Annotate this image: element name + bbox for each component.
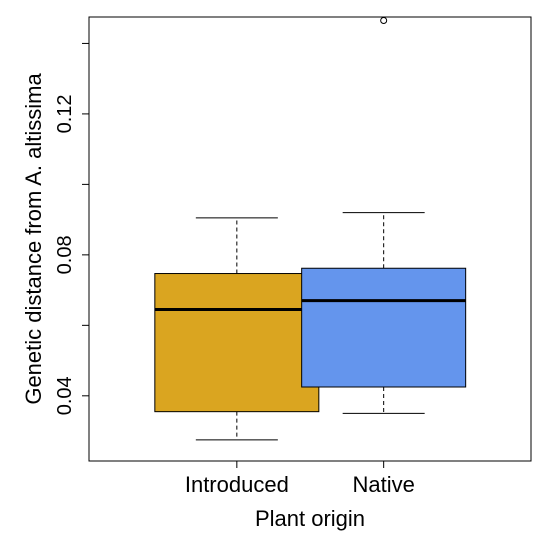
box-introduced — [154, 217, 320, 441]
y-tick-label: 0.08 — [54, 235, 76, 274]
y-axis-label: Genetic distance from A. altissima — [21, 73, 46, 405]
y-tick-label: 0.12 — [54, 94, 76, 133]
box-native — [301, 17, 467, 414]
x-axis-label: Plant origin — [255, 506, 365, 531]
plot-frame — [88, 16, 532, 462]
boxes-layer — [154, 17, 467, 441]
box-iqr — [301, 267, 467, 388]
x-tick-label: Introduced — [185, 472, 289, 497]
x-tick-label: Native — [352, 472, 414, 497]
box-iqr — [154, 273, 320, 413]
outlier-point — [380, 17, 388, 25]
x-axis: Introduced Native — [185, 461, 415, 497]
y-tick-label: 0.04 — [54, 376, 76, 415]
y-axis: 0.04 0.08 0.12 — [54, 42, 89, 415]
